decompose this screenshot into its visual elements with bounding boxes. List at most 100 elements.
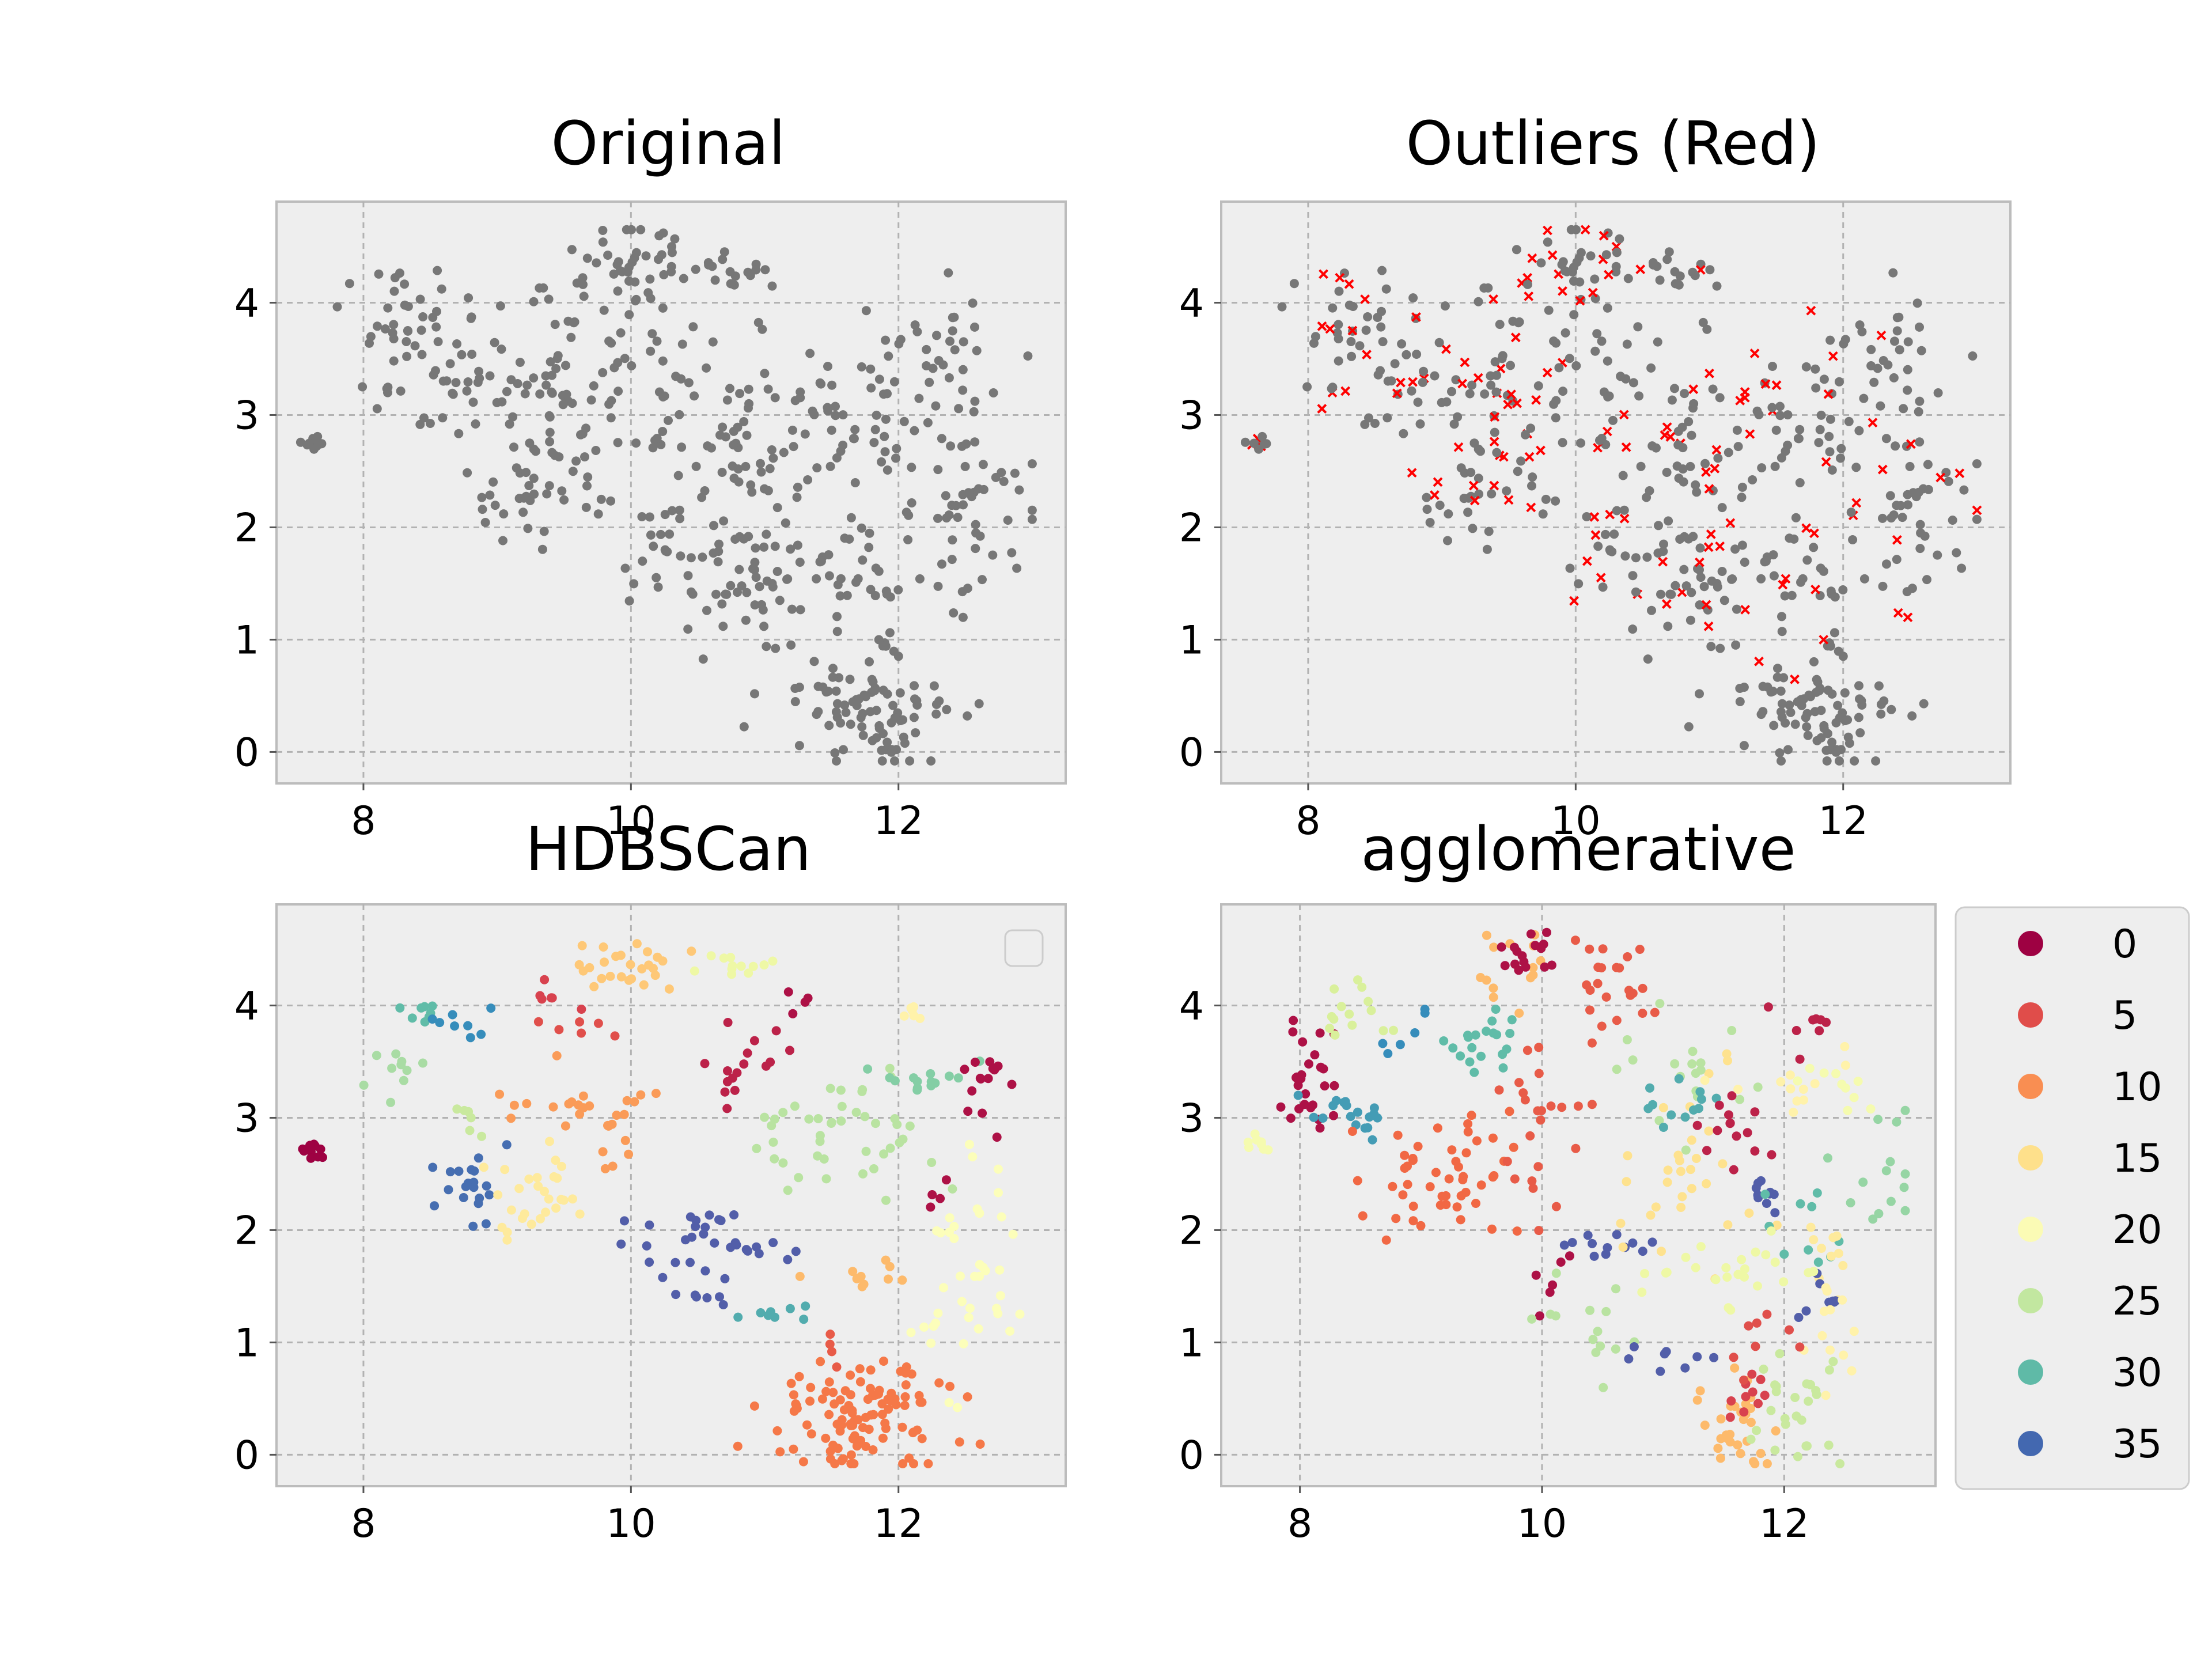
- cluster-point: [1796, 1199, 1805, 1209]
- data-point: [840, 533, 850, 543]
- cluster-point: [850, 1431, 859, 1441]
- data-point: [1664, 247, 1674, 257]
- cluster-point: [1628, 1055, 1638, 1065]
- data-point: [652, 434, 662, 443]
- data-point: [1876, 709, 1886, 719]
- data-point: [652, 336, 662, 346]
- data-point: [1719, 596, 1729, 605]
- cluster-point: [481, 1219, 491, 1229]
- data-point: [1586, 251, 1596, 261]
- cluster-point: [799, 1315, 809, 1324]
- data-point: [554, 452, 564, 462]
- data-point: [647, 329, 657, 339]
- outlier-point: [1531, 395, 1541, 405]
- outlier-point: [1488, 294, 1498, 304]
- cluster-point: [1288, 1027, 1298, 1037]
- cluster-point: [1729, 1165, 1738, 1175]
- cluster-point: [1770, 1257, 1780, 1267]
- data-point: [622, 225, 631, 234]
- cluster-point: [1517, 951, 1527, 961]
- cluster-point: [855, 1364, 865, 1374]
- cluster-point: [806, 1382, 816, 1392]
- data-point: [832, 627, 842, 637]
- outlier-point: [1506, 389, 1516, 400]
- cluster-point: [1629, 1342, 1639, 1351]
- cluster-point: [861, 1442, 870, 1451]
- outlier-point: [1558, 286, 1567, 296]
- cluster-point: [1400, 1150, 1410, 1160]
- outlier-point: [1735, 395, 1745, 406]
- legend-label: 20: [2112, 1207, 2162, 1253]
- data-point: [710, 275, 720, 285]
- outlier-point: [1392, 388, 1402, 399]
- tick-label-y: 0: [1179, 730, 1204, 775]
- data-point: [1795, 425, 1805, 434]
- cluster-point: [1507, 1015, 1517, 1025]
- cluster-point: [459, 1193, 468, 1202]
- data-point: [1811, 383, 1821, 393]
- data-point: [1449, 419, 1459, 429]
- cluster-point: [468, 1221, 478, 1231]
- cluster-point: [1512, 1226, 1522, 1236]
- cluster-point: [791, 1399, 801, 1409]
- cluster-point: [620, 1216, 629, 1226]
- cluster-point: [1497, 942, 1506, 952]
- data-point: [649, 541, 658, 551]
- cluster-point: [883, 1395, 893, 1404]
- data-point: [846, 513, 856, 522]
- cluster-point: [599, 942, 608, 952]
- data-point: [759, 542, 769, 552]
- data-point: [1679, 477, 1688, 487]
- cluster-point: [1383, 1049, 1393, 1058]
- data-point: [1908, 488, 1918, 498]
- cluster-point: [435, 1018, 445, 1028]
- cluster-point: [1008, 1229, 1018, 1239]
- cluster-point: [608, 1161, 618, 1171]
- cluster-point: [541, 1207, 551, 1217]
- data-point: [679, 274, 688, 283]
- data-point: [567, 245, 577, 255]
- data-point: [874, 721, 884, 730]
- outlier-point: [1473, 373, 1483, 383]
- data-point: [1302, 382, 1312, 392]
- cluster-point: [1347, 1127, 1357, 1136]
- cluster-point: [720, 1274, 730, 1283]
- cluster-point: [1691, 1069, 1700, 1078]
- data-point: [629, 579, 639, 589]
- cluster-point: [1456, 1051, 1465, 1061]
- outlier-point: [1503, 399, 1513, 410]
- cluster-point: [901, 1380, 911, 1390]
- cluster-point: [536, 1214, 545, 1224]
- cluster-point: [1817, 1331, 1827, 1340]
- cluster-point: [1626, 990, 1635, 1000]
- data-point: [374, 269, 384, 279]
- data-point: [971, 544, 980, 554]
- data-point: [1582, 512, 1592, 521]
- data-point: [923, 418, 933, 427]
- cluster-point: [733, 1441, 743, 1451]
- data-point: [1815, 686, 1824, 695]
- data-point: [1412, 350, 1422, 359]
- cluster-point: [1828, 1357, 1838, 1366]
- data-point: [1289, 279, 1299, 289]
- cluster-point: [407, 1013, 417, 1023]
- data-point: [866, 383, 876, 393]
- cluster-point: [1469, 1067, 1479, 1077]
- data-point: [613, 286, 623, 296]
- data-point: [718, 422, 728, 432]
- cluster-point: [1786, 1084, 1796, 1094]
- outlier-point: [1972, 505, 1982, 516]
- data-point: [1855, 728, 1865, 738]
- legend-label: 25: [2112, 1279, 2162, 1324]
- data-point: [1768, 550, 1778, 560]
- cluster-point: [933, 1308, 943, 1318]
- data-point: [1480, 389, 1490, 399]
- tick-label-y: 4: [1179, 281, 1204, 326]
- cluster-point: [1696, 1094, 1706, 1104]
- data-point: [1655, 275, 1665, 285]
- data-point: [768, 453, 778, 463]
- data-point: [1469, 438, 1479, 448]
- cluster-point: [1601, 992, 1611, 1002]
- cluster-point: [1838, 1261, 1848, 1270]
- cluster-point: [821, 1387, 831, 1396]
